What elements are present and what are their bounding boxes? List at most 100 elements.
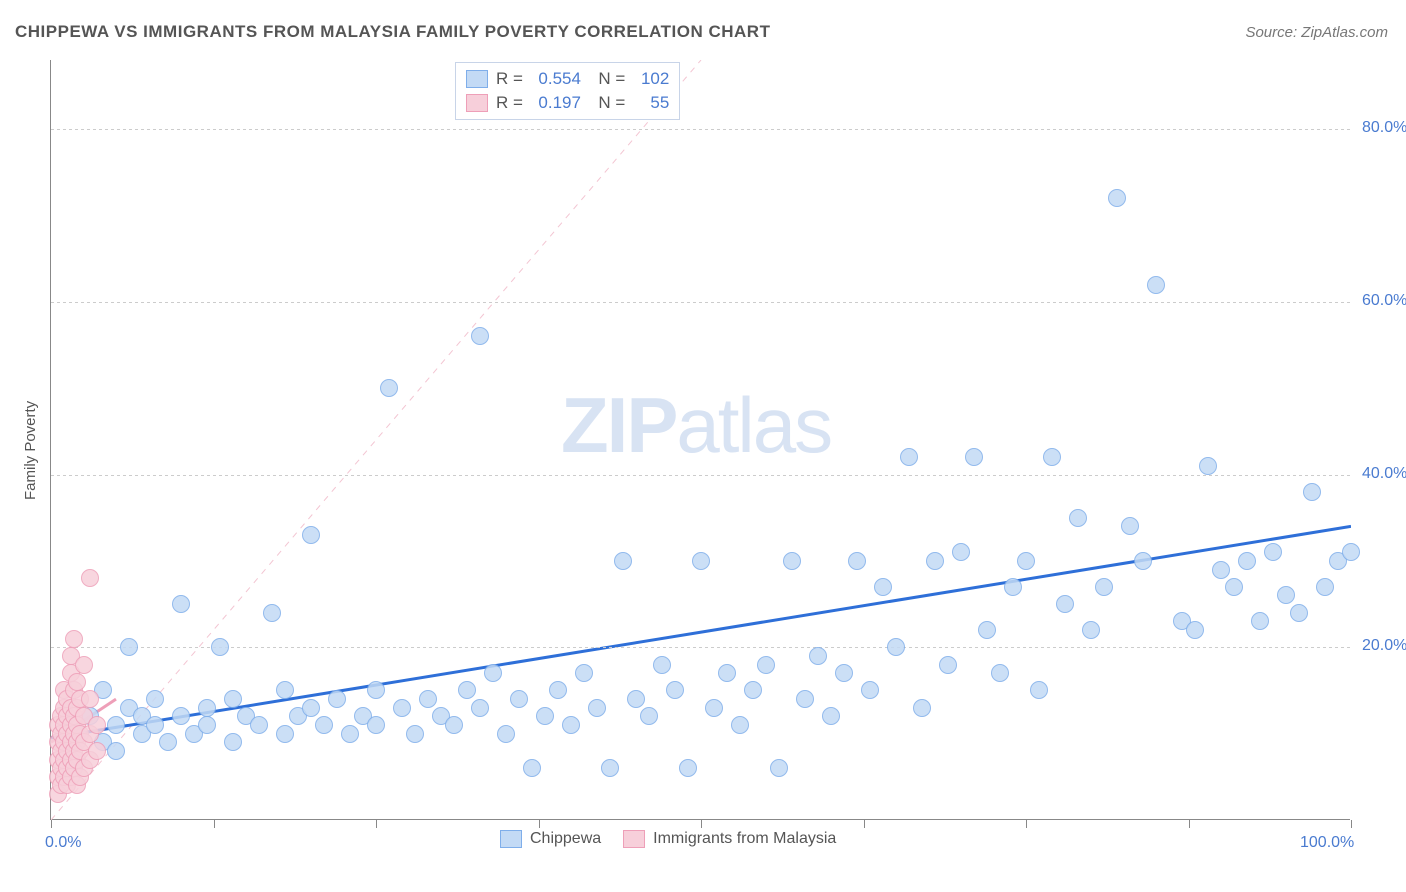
data-point (601, 759, 619, 777)
data-point (198, 699, 216, 717)
legend-swatch (500, 830, 522, 848)
data-point (484, 664, 502, 682)
legend-swatch (623, 830, 645, 848)
data-point (1225, 578, 1243, 596)
data-point (1017, 552, 1035, 570)
data-point (88, 742, 106, 760)
data-point (796, 690, 814, 708)
data-point (250, 716, 268, 734)
data-point (172, 707, 190, 725)
data-point (666, 681, 684, 699)
data-point (900, 448, 918, 466)
data-point (705, 699, 723, 717)
data-point (419, 690, 437, 708)
data-point (68, 673, 86, 691)
data-point (887, 638, 905, 656)
stat-n-label: N = (589, 93, 625, 113)
data-point (146, 716, 164, 734)
trend-lines-layer (51, 60, 1351, 820)
data-point (848, 552, 866, 570)
data-point (991, 664, 1009, 682)
data-point (224, 733, 242, 751)
data-point (380, 379, 398, 397)
y-tick-label: 80.0% (1362, 119, 1406, 137)
gridline-h (51, 647, 1351, 648)
data-point (276, 681, 294, 699)
data-point (107, 742, 125, 760)
stat-r-label: R = (496, 93, 523, 113)
data-point (536, 707, 554, 725)
legend: Chippewa Immigrants from Malaysia (500, 830, 836, 848)
watermark-bold: ZIP (561, 381, 676, 469)
data-point (88, 716, 106, 734)
data-point (497, 725, 515, 743)
stat-r-value: 0.197 (531, 93, 581, 113)
data-point (692, 552, 710, 570)
stats-row: R = 0.197 N = 55 (466, 91, 669, 115)
data-point (367, 716, 385, 734)
data-point (1121, 517, 1139, 535)
data-point (679, 759, 697, 777)
data-point (1316, 578, 1334, 596)
data-point (1030, 681, 1048, 699)
x-tick (701, 820, 702, 828)
gridline-h (51, 129, 1351, 130)
data-point (458, 681, 476, 699)
data-point (861, 681, 879, 699)
data-point (510, 690, 528, 708)
data-point (224, 690, 242, 708)
data-point (1251, 612, 1269, 630)
data-point (939, 656, 957, 674)
legend-label: Immigrants from Malaysia (653, 830, 836, 848)
data-point (367, 681, 385, 699)
x-tick (51, 820, 52, 828)
x-tick-label: 100.0% (1300, 834, 1354, 852)
data-point (1290, 604, 1308, 622)
stats-box: R =0.554 N =102R =0.197 N =55 (455, 62, 680, 120)
data-point (328, 690, 346, 708)
x-tick (1189, 820, 1190, 828)
legend-item: Immigrants from Malaysia (623, 830, 836, 848)
data-point (81, 690, 99, 708)
stat-n-label: N = (589, 69, 625, 89)
plot-area: ZIPatlas (50, 60, 1350, 820)
data-point (653, 656, 671, 674)
data-point (874, 578, 892, 596)
data-point (1303, 483, 1321, 501)
data-point (1147, 276, 1165, 294)
y-tick-label: 60.0% (1362, 292, 1406, 310)
data-point (393, 699, 411, 717)
data-point (146, 690, 164, 708)
x-tick (1351, 820, 1352, 828)
data-point (588, 699, 606, 717)
stat-n-value: 55 (633, 93, 669, 113)
data-point (406, 725, 424, 743)
data-point (835, 664, 853, 682)
data-point (926, 552, 944, 570)
data-point (718, 664, 736, 682)
stats-swatch (466, 70, 488, 88)
data-point (640, 707, 658, 725)
source-attribution: Source: ZipAtlas.com (1245, 24, 1388, 41)
data-point (172, 595, 190, 613)
data-point (1069, 509, 1087, 527)
data-point (1108, 189, 1126, 207)
legend-item: Chippewa (500, 830, 601, 848)
chart-title: CHIPPEWA VS IMMIGRANTS FROM MALAYSIA FAM… (15, 22, 770, 42)
watermark-light: atlas (676, 381, 831, 469)
gridline-h (51, 475, 1351, 476)
y-axis-title: Family Poverty (22, 401, 39, 500)
data-point (1238, 552, 1256, 570)
data-point (1212, 561, 1230, 579)
data-point (614, 552, 632, 570)
data-point (562, 716, 580, 734)
data-point (1277, 586, 1295, 604)
data-point (731, 716, 749, 734)
y-tick-label: 20.0% (1362, 637, 1406, 655)
gridline-h (51, 302, 1351, 303)
data-point (445, 716, 463, 734)
data-point (471, 327, 489, 345)
data-point (809, 647, 827, 665)
data-point (575, 664, 593, 682)
data-point (1056, 595, 1074, 613)
